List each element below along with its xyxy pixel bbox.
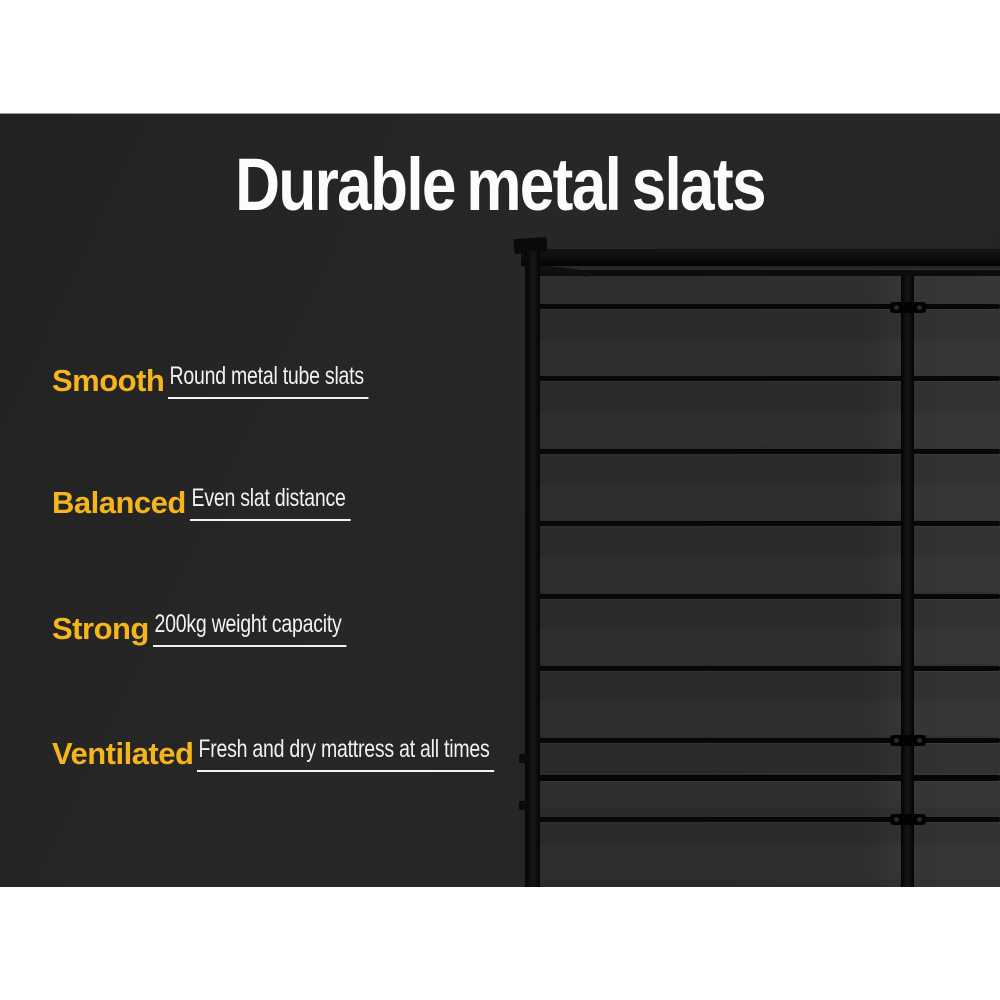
feature-label: Strong xyxy=(52,611,149,646)
rail-hook-bolt xyxy=(519,801,527,810)
metal-slat xyxy=(536,775,1000,781)
bottom-white-band xyxy=(0,887,1000,1000)
metal-slat xyxy=(536,521,1000,526)
feature-description: Fresh and dry mattress at all times xyxy=(197,735,495,772)
metal-slat xyxy=(536,376,1000,381)
feature-row-smooth: Smooth Round metal tube slats xyxy=(52,362,425,406)
left-frame-post xyxy=(525,251,540,888)
metal-slat xyxy=(536,817,1000,822)
metal-slat xyxy=(536,594,1000,599)
rail-hook-bolt xyxy=(519,754,527,763)
bed-frame-photo xyxy=(505,236,1000,888)
feature-row-strong: Strong 200kg weight capacity xyxy=(52,610,401,654)
metal-slat xyxy=(536,304,1000,309)
feature-label: Smooth xyxy=(52,363,165,398)
top-frame-rail xyxy=(521,249,1000,266)
feature-row-ventilated: Ventilated Fresh and dry mattress at all… xyxy=(52,735,578,779)
center-support-rail xyxy=(901,270,914,888)
page-title: Durable metal slats xyxy=(235,143,766,226)
metal-slats xyxy=(505,241,1000,888)
metal-slat xyxy=(536,738,1000,743)
back-frame-rail xyxy=(535,270,1000,276)
feature-description: Even slat distance xyxy=(189,484,351,521)
metal-slat xyxy=(536,449,1000,454)
feature-label: Ventilated xyxy=(52,736,194,771)
metal-slat xyxy=(536,666,1000,671)
slat-joint xyxy=(890,302,926,313)
feature-description: Round metal tube slats xyxy=(168,362,369,399)
slat-joint xyxy=(890,814,926,825)
slat-joint xyxy=(890,735,926,746)
dark-content-panel: Durable metal slats Smooth Round metal t… xyxy=(0,113,1000,888)
top-white-band xyxy=(0,0,1000,113)
photo-background xyxy=(535,269,1000,888)
feature-row-balanced: Balanced Even slat distance xyxy=(52,484,395,528)
feature-description: 200kg weight capacity xyxy=(152,610,347,647)
feature-label: Balanced xyxy=(52,485,186,520)
